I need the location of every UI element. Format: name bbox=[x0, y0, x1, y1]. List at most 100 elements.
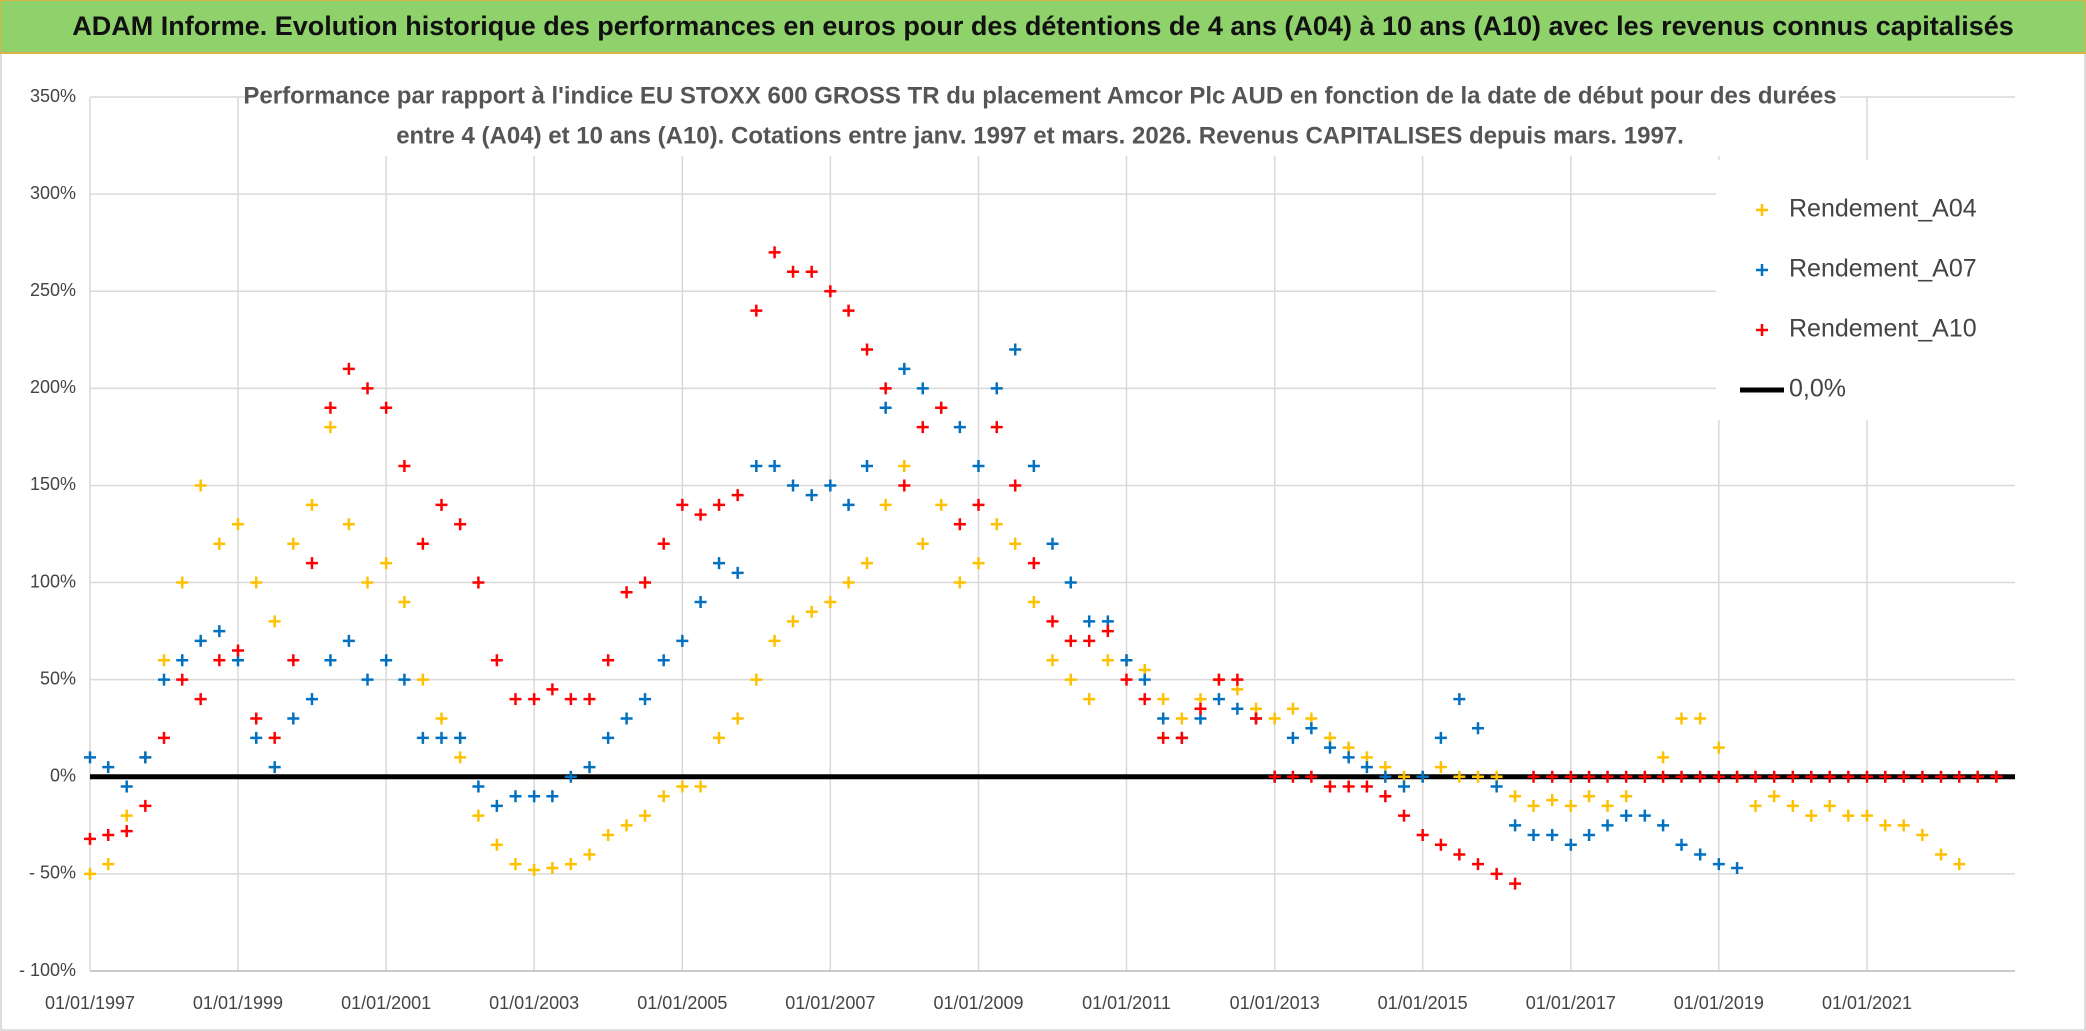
point bbox=[1638, 770, 1651, 783]
point bbox=[1879, 819, 1892, 832]
point bbox=[953, 518, 966, 531]
point bbox=[268, 615, 281, 628]
point bbox=[1509, 819, 1522, 832]
point bbox=[1360, 761, 1373, 774]
point bbox=[1620, 770, 1633, 783]
point bbox=[1324, 741, 1337, 754]
point bbox=[231, 644, 244, 657]
point bbox=[268, 731, 281, 744]
point bbox=[1434, 838, 1447, 851]
point bbox=[805, 265, 818, 278]
point bbox=[454, 751, 467, 764]
y-tick-label: 350% bbox=[30, 86, 76, 106]
legend-label: Rendement_A04 bbox=[1789, 195, 1977, 223]
legend-marker bbox=[1756, 264, 1768, 276]
point bbox=[1083, 634, 1096, 647]
point bbox=[509, 790, 522, 803]
y-tick-label: 250% bbox=[30, 280, 76, 300]
point bbox=[1805, 770, 1818, 783]
point bbox=[1360, 780, 1373, 793]
point bbox=[898, 460, 911, 473]
point bbox=[1101, 625, 1114, 638]
point bbox=[250, 731, 263, 744]
point bbox=[194, 634, 207, 647]
point bbox=[842, 576, 855, 589]
point bbox=[768, 634, 781, 647]
point bbox=[454, 518, 467, 531]
point bbox=[1583, 829, 1596, 842]
point bbox=[1046, 615, 1059, 628]
point bbox=[805, 489, 818, 502]
point bbox=[84, 867, 96, 880]
point bbox=[1823, 770, 1836, 783]
point bbox=[1268, 770, 1281, 783]
point bbox=[120, 780, 133, 793]
point bbox=[1046, 654, 1059, 667]
point bbox=[1064, 576, 1077, 589]
point bbox=[1712, 858, 1725, 871]
point bbox=[176, 673, 189, 686]
point bbox=[157, 654, 170, 667]
point bbox=[1842, 770, 1855, 783]
point bbox=[472, 576, 485, 589]
y-tick-label: 50% bbox=[40, 668, 76, 688]
point bbox=[694, 595, 707, 608]
point bbox=[1101, 654, 1114, 667]
point bbox=[1583, 790, 1596, 803]
point bbox=[324, 421, 337, 434]
point bbox=[990, 518, 1003, 531]
y-tick-label: 200% bbox=[30, 377, 76, 397]
page-title: ADAM Informe. Evolution historique des p… bbox=[72, 11, 2014, 41]
point bbox=[583, 848, 596, 861]
x-tick-label: 01/01/2017 bbox=[1526, 993, 1616, 1013]
point bbox=[1286, 731, 1299, 744]
point bbox=[287, 537, 300, 550]
point bbox=[305, 693, 318, 706]
point bbox=[1897, 819, 1910, 832]
point bbox=[1916, 770, 1929, 783]
point bbox=[528, 693, 541, 706]
point bbox=[620, 819, 633, 832]
point bbox=[990, 382, 1003, 395]
point bbox=[268, 761, 281, 774]
point bbox=[824, 595, 837, 608]
point bbox=[1231, 702, 1244, 715]
point bbox=[1953, 858, 1966, 871]
point bbox=[1027, 557, 1040, 570]
point bbox=[861, 343, 874, 356]
point bbox=[398, 673, 411, 686]
chart-title: entre 4 (A04) et 10 ans (A10). Cotations… bbox=[396, 122, 1684, 149]
point bbox=[1305, 770, 1318, 783]
point bbox=[1472, 858, 1484, 871]
point bbox=[1731, 770, 1744, 783]
point bbox=[1953, 770, 1966, 783]
point bbox=[1564, 799, 1577, 812]
point bbox=[546, 790, 559, 803]
point bbox=[1379, 770, 1392, 783]
y-tick-label: - 100% bbox=[19, 960, 76, 980]
point bbox=[805, 605, 818, 618]
point bbox=[1250, 712, 1263, 725]
point bbox=[102, 761, 115, 774]
point bbox=[102, 858, 115, 871]
point bbox=[1638, 809, 1651, 822]
point bbox=[342, 634, 355, 647]
point bbox=[1009, 537, 1022, 550]
point bbox=[1324, 780, 1337, 793]
point bbox=[361, 576, 374, 589]
point bbox=[361, 673, 374, 686]
point bbox=[509, 858, 522, 871]
point bbox=[324, 401, 337, 414]
x-tick-label: 01/01/2019 bbox=[1674, 993, 1764, 1013]
point bbox=[768, 246, 781, 259]
point bbox=[1620, 790, 1633, 803]
point bbox=[842, 498, 855, 511]
y-tick-label: 100% bbox=[30, 571, 76, 591]
point bbox=[657, 537, 670, 550]
point bbox=[1231, 673, 1244, 686]
point bbox=[731, 489, 744, 502]
point bbox=[1694, 712, 1707, 725]
point bbox=[787, 615, 800, 628]
point bbox=[1453, 693, 1466, 706]
